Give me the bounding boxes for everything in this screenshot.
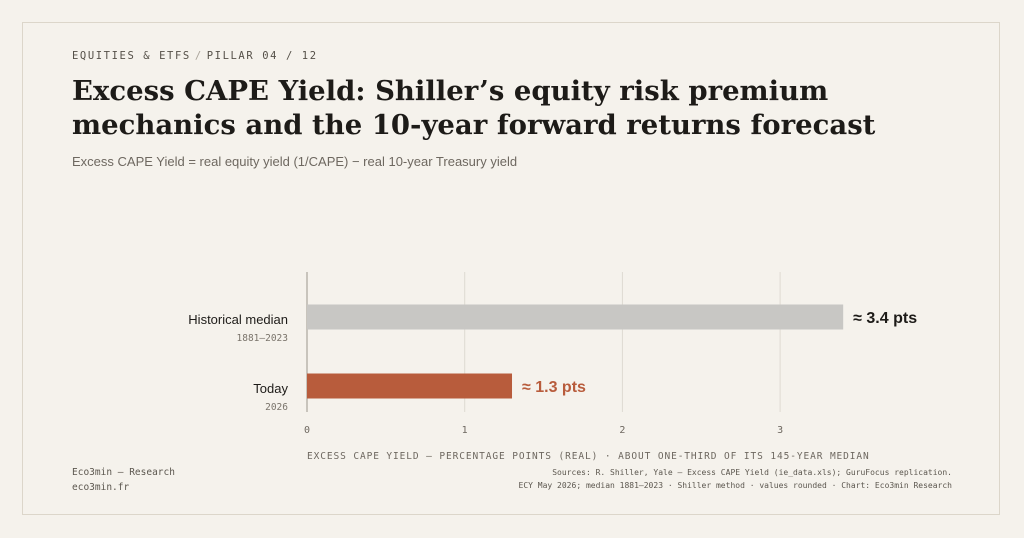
data-label: ≈ 3.4 pts	[853, 310, 917, 327]
footer-sources-block: Sources: R. Shiller, Yale — Excess CAPE …	[519, 466, 952, 492]
card-frame	[22, 22, 1000, 515]
x-tick-label: 1	[462, 425, 468, 436]
x-tick-label: 0	[304, 425, 310, 436]
kicker-separator: /	[194, 50, 203, 62]
page-subtitle: Excess CAPE Yield = real equity yield (1…	[72, 154, 518, 169]
footer-sources-line2: ECY May 2026; median 1881–2023 · Shiller…	[518, 481, 952, 490]
category-label: Today	[253, 381, 288, 396]
footer-site: eco3min.fr	[72, 482, 130, 493]
x-tick-label: 2	[619, 425, 625, 436]
kicker: EQUITIES & ETFS / PILLAR 04 / 12	[72, 50, 318, 62]
bar-historical-median	[307, 304, 844, 330]
kicker-section: EQUITIES & ETFS	[72, 50, 191, 62]
kicker-pillar: PILLAR 04 / 12	[206, 50, 318, 62]
bar-today	[307, 373, 513, 399]
footer-brand: Eco3min — Research	[72, 467, 175, 478]
category-sublabel: 1881–2023	[237, 333, 288, 344]
footer-sources-line1: Sources: R. Shiller, Yale — Excess CAPE …	[552, 468, 952, 477]
x-tick-label: 3	[777, 425, 783, 436]
data-label: ≈ 1.3 pts	[522, 379, 586, 396]
page-title: Excess CAPE Yield: Shiller’s equity risk…	[72, 75, 876, 141]
category-sublabel: 2026	[265, 402, 288, 413]
footer-brand-block: Eco3min — Research eco3min.fr	[72, 465, 175, 495]
x-axis-label: EXCESS CAPE YIELD — PERCENTAGE POINTS (R…	[307, 451, 870, 462]
category-label: Historical median	[188, 312, 288, 327]
